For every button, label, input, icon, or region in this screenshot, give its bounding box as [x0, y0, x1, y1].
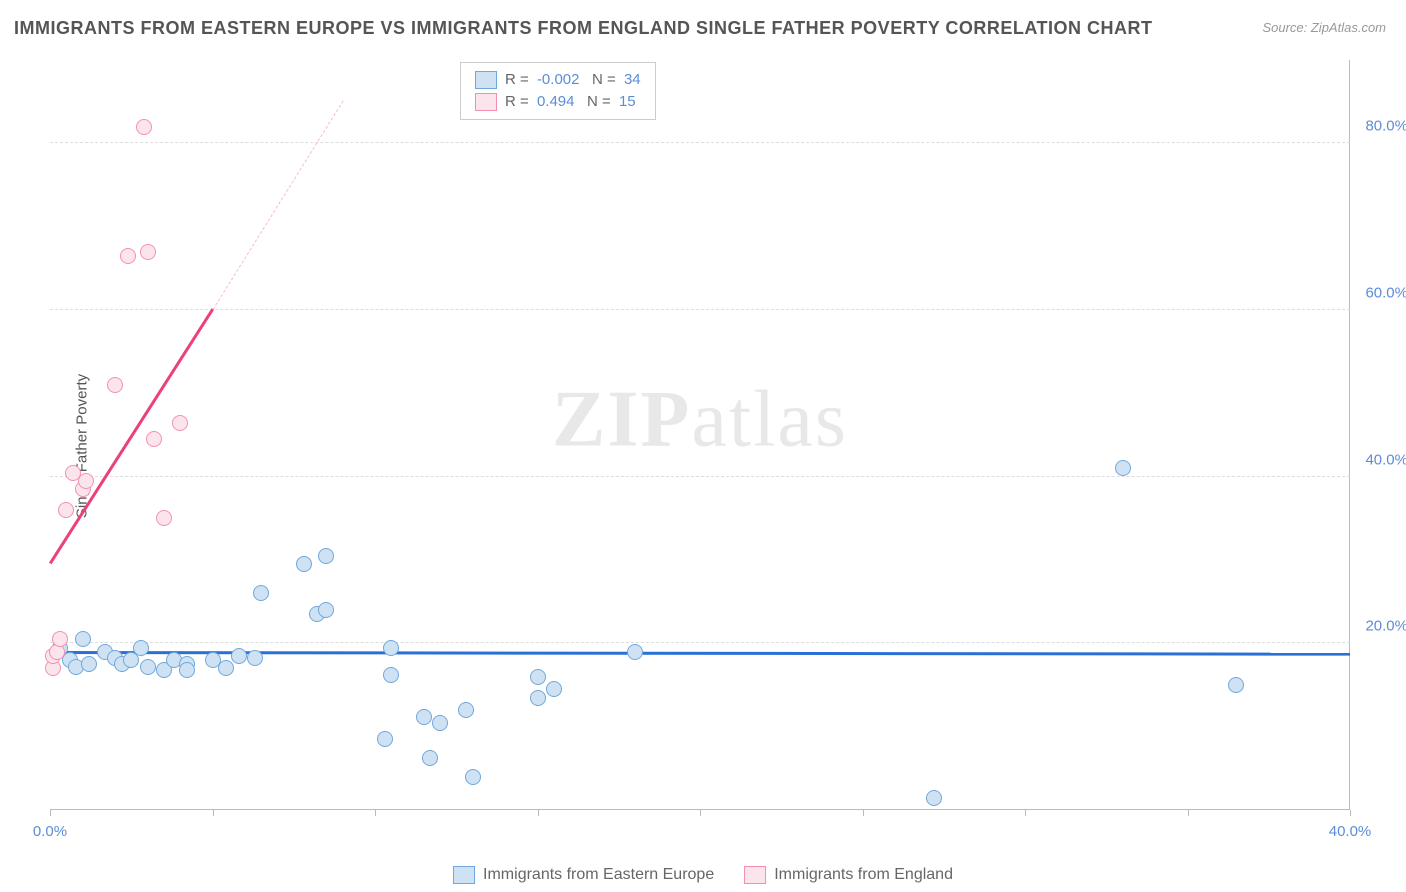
y-tick-label: 60.0%	[1365, 285, 1406, 302]
scatter-point	[465, 769, 481, 785]
scatter-point	[383, 667, 399, 683]
bottom-legend-label: Immigrants from Eastern Europe	[483, 866, 714, 884]
scatter-point	[627, 644, 643, 660]
scatter-point	[81, 656, 97, 672]
scatter-point	[156, 510, 172, 526]
watermark-rest: atlas	[691, 376, 848, 464]
x-tick-label: 40.0%	[1329, 823, 1372, 840]
scatter-point	[58, 502, 74, 518]
series-legend: Immigrants from Eastern Europe Immigrants…	[453, 866, 953, 884]
gridline-h	[50, 309, 1350, 310]
scatter-point	[140, 659, 156, 675]
source-label: Source: ZipAtlas.com	[1262, 20, 1386, 35]
x-tick	[50, 810, 51, 816]
scatter-point	[296, 556, 312, 572]
scatter-point	[179, 662, 195, 678]
scatter-point	[136, 119, 152, 135]
scatter-point	[146, 431, 162, 447]
plot-area: ZIPatlas 20.0%40.0%60.0%80.0%0.0%40.0%	[50, 60, 1350, 810]
watermark-bold: ZIP	[552, 376, 691, 464]
chart-title: IMMIGRANTS FROM EASTERN EUROPE VS IMMIGR…	[14, 18, 1153, 39]
bottom-legend-label: Immigrants from England	[774, 866, 953, 884]
legend-swatch	[475, 93, 497, 111]
trend-line-dashed	[212, 101, 343, 310]
legend-row: R = -0.002 N = 34	[475, 69, 641, 91]
correlation-legend: R = -0.002 N = 34R = 0.494 N = 15	[460, 62, 656, 120]
x-tick	[1188, 810, 1189, 816]
legend-row: R = 0.494 N = 15	[475, 91, 641, 113]
scatter-point	[458, 702, 474, 718]
x-tick	[375, 810, 376, 816]
x-tick	[213, 810, 214, 816]
scatter-point	[133, 640, 149, 656]
scatter-point	[52, 631, 68, 647]
scatter-point	[253, 585, 269, 601]
x-tick	[1350, 810, 1351, 816]
y-tick-label: 40.0%	[1365, 451, 1406, 468]
trend-line	[49, 308, 214, 564]
legend-swatch	[453, 866, 475, 884]
scatter-point	[1115, 460, 1131, 476]
scatter-point	[318, 602, 334, 618]
scatter-point	[318, 548, 334, 564]
gridline-h	[50, 476, 1350, 477]
x-tick	[863, 810, 864, 816]
scatter-point	[530, 669, 546, 685]
scatter-point	[546, 681, 562, 697]
scatter-point	[231, 648, 247, 664]
scatter-point	[530, 690, 546, 706]
scatter-point	[78, 473, 94, 489]
legend-r-text: R = -0.002 N = 34	[505, 69, 641, 91]
scatter-point	[422, 750, 438, 766]
scatter-point	[218, 660, 234, 676]
x-tick	[538, 810, 539, 816]
y-tick-label: 80.0%	[1365, 118, 1406, 135]
x-tick-label: 0.0%	[33, 823, 67, 840]
legend-swatch	[744, 866, 766, 884]
x-tick	[1025, 810, 1026, 816]
y-tick-label: 20.0%	[1365, 618, 1406, 635]
bottom-legend-item: Immigrants from England	[744, 866, 953, 884]
gridline-h	[50, 642, 1350, 643]
bottom-legend-item: Immigrants from Eastern Europe	[453, 866, 714, 884]
legend-r-text: R = 0.494 N = 15	[505, 91, 636, 113]
scatter-point	[926, 790, 942, 806]
scatter-point	[140, 244, 156, 260]
scatter-point	[377, 731, 393, 747]
legend-swatch	[475, 71, 497, 89]
y-axis-line-right	[1349, 60, 1350, 810]
x-tick	[700, 810, 701, 816]
gridline-h	[50, 142, 1350, 143]
scatter-point	[247, 650, 263, 666]
scatter-point	[75, 631, 91, 647]
scatter-point	[120, 248, 136, 264]
watermark: ZIPatlas	[552, 375, 848, 466]
scatter-point	[107, 377, 123, 393]
scatter-point	[383, 640, 399, 656]
scatter-point	[432, 715, 448, 731]
scatter-point	[416, 709, 432, 725]
scatter-point	[172, 415, 188, 431]
scatter-point	[1228, 677, 1244, 693]
